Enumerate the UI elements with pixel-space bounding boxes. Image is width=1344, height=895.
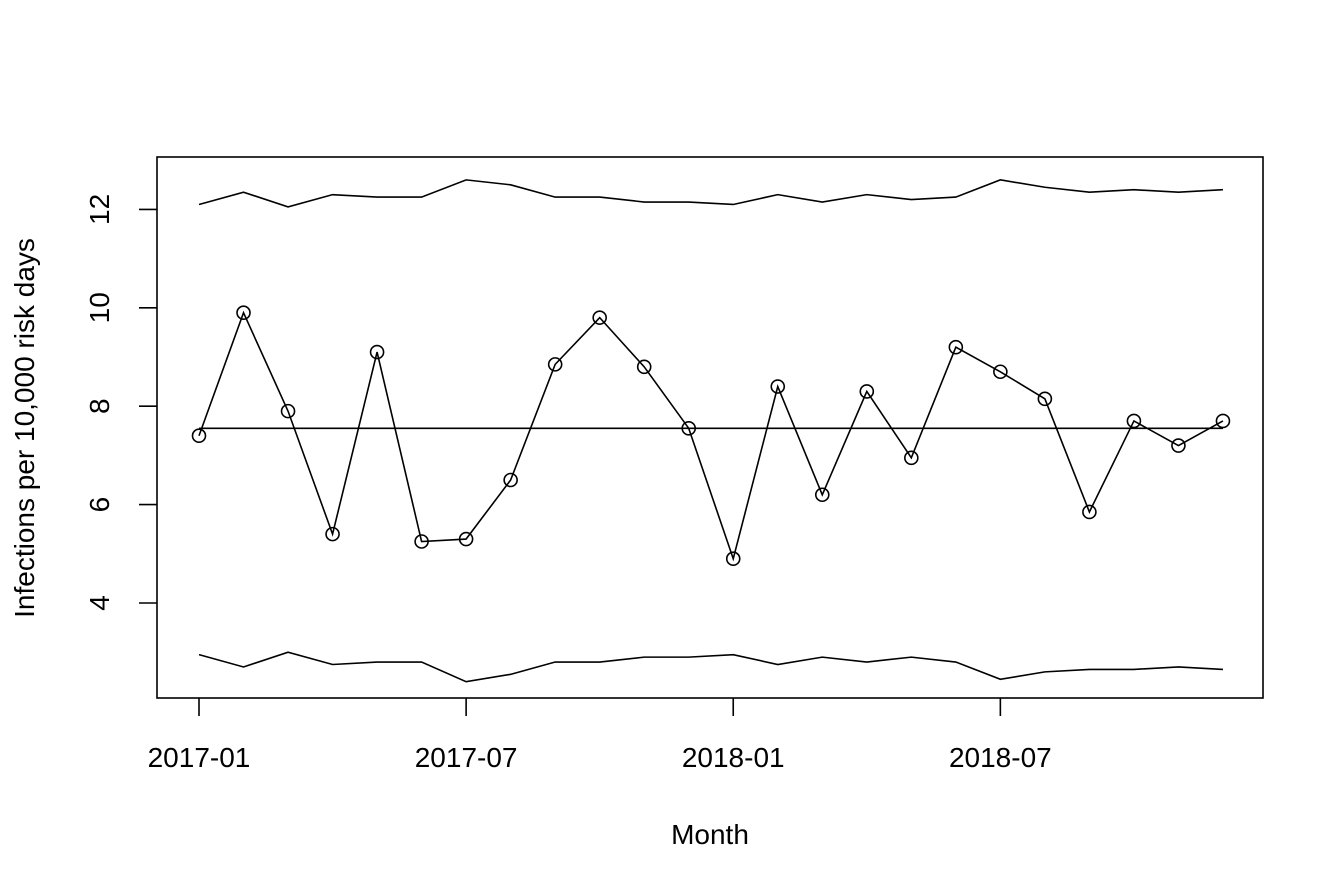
data-point-2017-10 xyxy=(592,310,607,325)
data-point-2017-11 xyxy=(636,359,652,375)
data-point-2018-03 xyxy=(814,487,830,503)
data-point-2017-02 xyxy=(236,305,251,321)
plot-frame xyxy=(156,156,1264,699)
y-axis: 4 6 8 10 12 xyxy=(84,194,157,611)
data-point-2018-07 xyxy=(993,364,1008,380)
data-point-2017-07 xyxy=(458,531,474,547)
plot-points xyxy=(191,305,1231,567)
x-tick-label-2017-01: 2017-01 xyxy=(148,742,251,773)
data-point-2017-04 xyxy=(325,526,340,542)
data-point-2018-04 xyxy=(859,384,875,399)
x-tick-label-2017-07: 2017-07 xyxy=(415,742,518,773)
data-point-2018-11 xyxy=(1171,438,1186,453)
y-axis-label: Infections per 10,000 risk days xyxy=(9,238,40,618)
data-point-2018-02 xyxy=(770,379,786,394)
data-point-2017-12 xyxy=(681,421,697,436)
data-point-2018-09 xyxy=(1082,504,1097,520)
x-tick-label-2018-01: 2018-01 xyxy=(682,742,785,773)
data-point-2018-10 xyxy=(1126,413,1142,429)
x-axis: 2017-01 2017-07 2018-01 2018-07 xyxy=(148,698,1052,773)
y-tick-label-6: 6 xyxy=(84,497,115,513)
data-point-2017-09 xyxy=(547,357,563,372)
data-point-2018-12 xyxy=(1215,413,1231,429)
data-point-2018-06 xyxy=(948,339,964,355)
data-point-2017-08 xyxy=(503,472,518,488)
plot-lines xyxy=(198,179,1224,683)
x-axis-label: Month xyxy=(671,819,749,850)
y-tick-label-4: 4 xyxy=(84,595,115,611)
series-upper-limit-line xyxy=(198,179,1224,208)
data-point-2018-08 xyxy=(1037,391,1053,407)
x-tick-label-2018-07: 2018-07 xyxy=(949,742,1052,773)
data-point-2017-05 xyxy=(369,344,385,360)
series-lower-limit-line xyxy=(198,651,1224,683)
y-tick-label-8: 8 xyxy=(84,398,115,414)
data-point-2017-03 xyxy=(280,403,296,419)
data-point-2018-05 xyxy=(904,450,919,466)
y-tick-label-10: 10 xyxy=(84,292,115,323)
series-observed-line xyxy=(198,310,1224,562)
data-point-2018-01 xyxy=(725,551,741,567)
data-point-2017-01 xyxy=(191,428,207,444)
data-point-2017-06 xyxy=(414,534,429,549)
y-tick-label-12: 12 xyxy=(84,194,115,225)
